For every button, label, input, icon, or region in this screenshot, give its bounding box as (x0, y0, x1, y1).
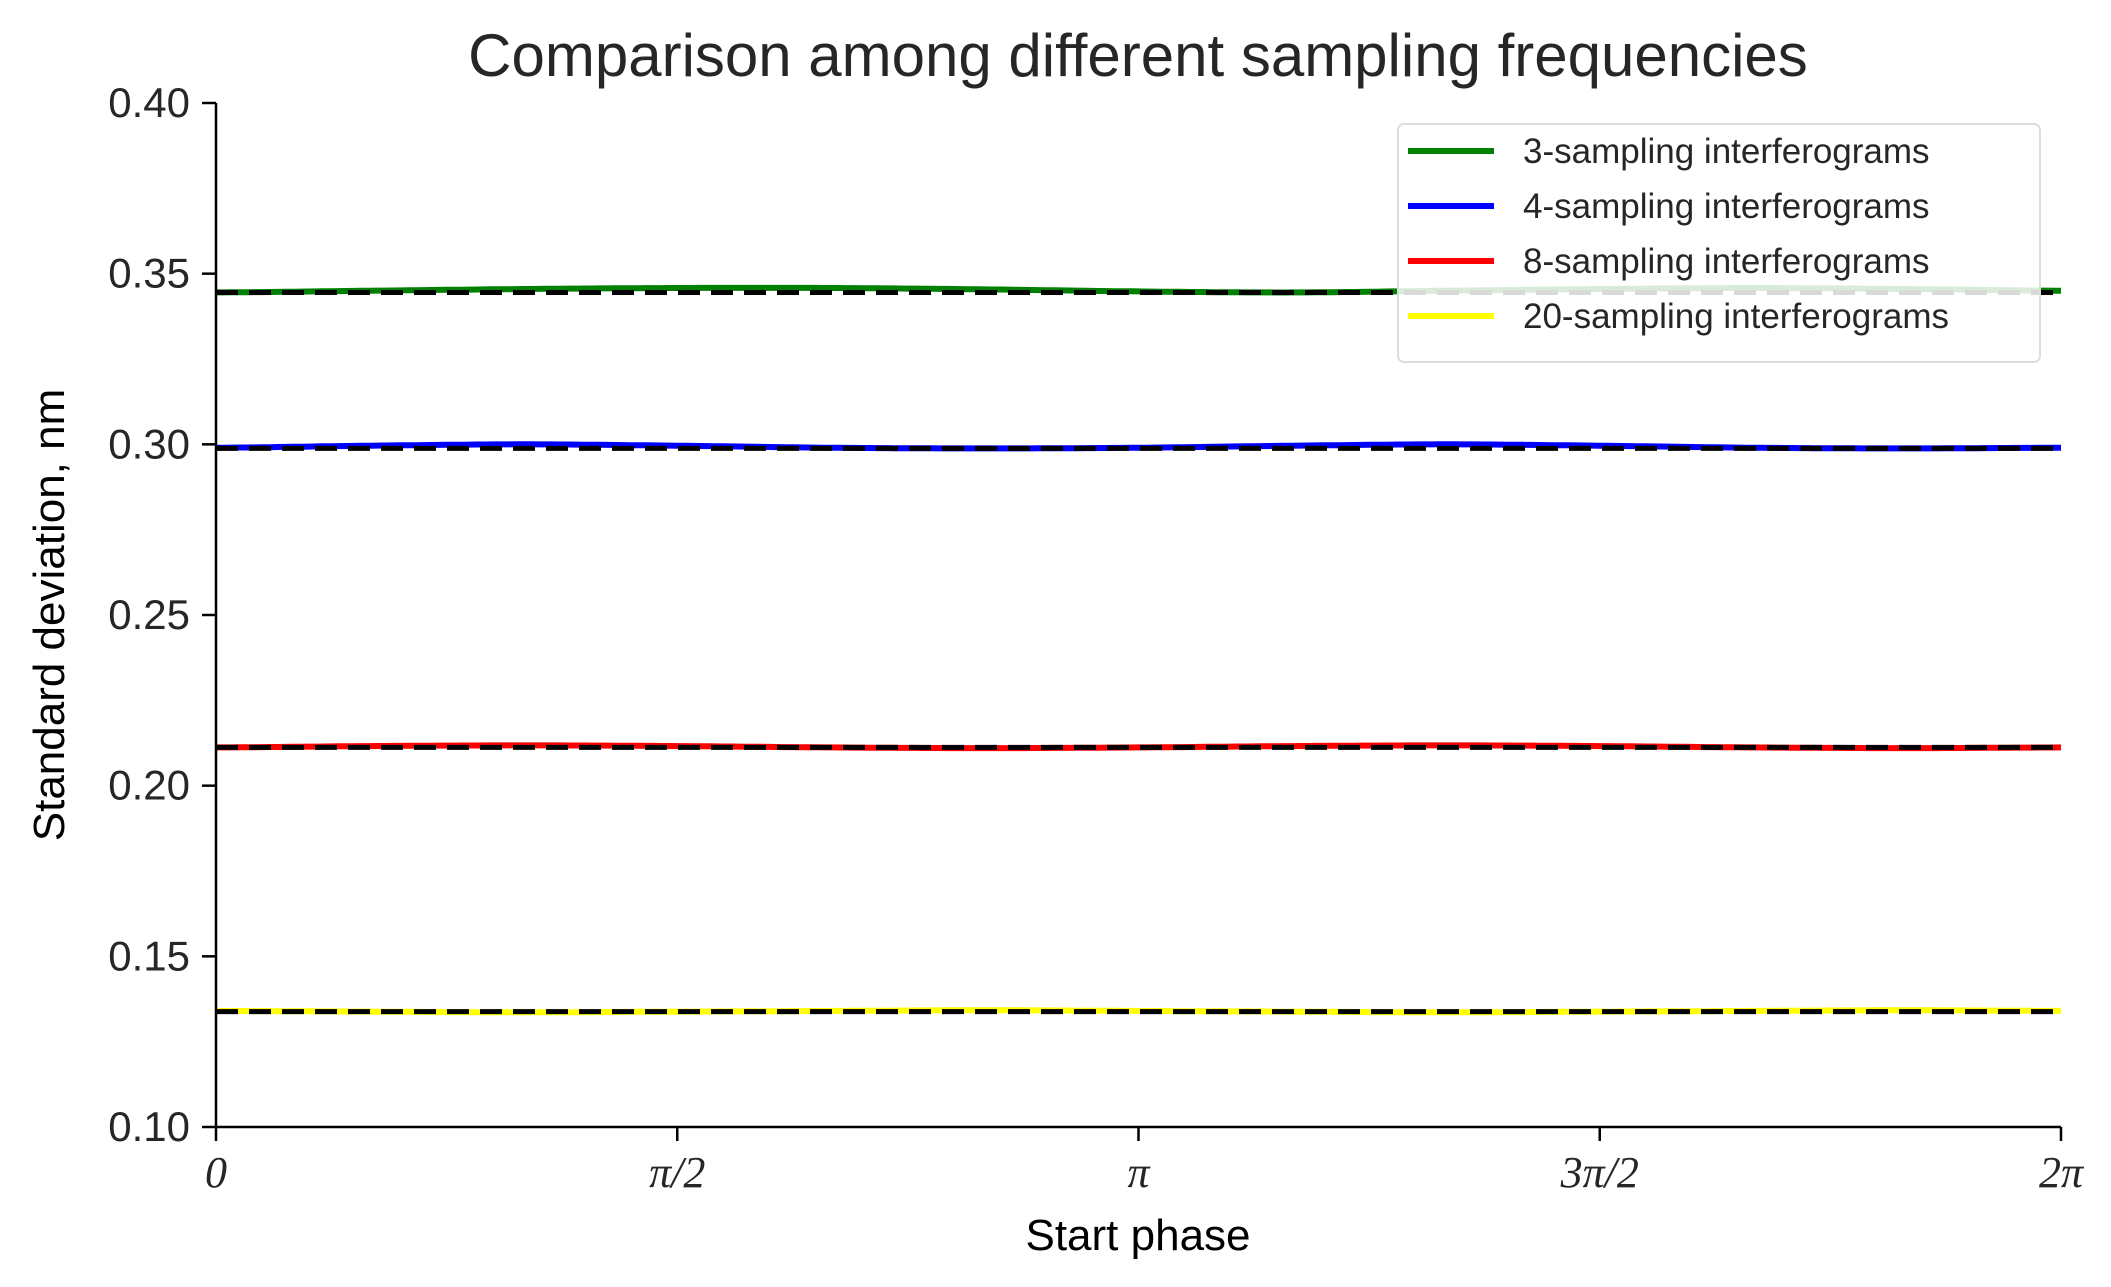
legend-entry: 8-sampling interferograms (1523, 242, 1930, 281)
chart-title: Comparison among different sampling freq… (468, 22, 1808, 89)
legend-entry: 4-sampling interferograms (1523, 187, 1930, 226)
y-tick-label: 0.35 (108, 250, 190, 297)
plot-area (215, 284, 2062, 1016)
legend: 3-sampling interferograms 4-sampling inte… (1397, 123, 2041, 363)
x-tick-label: 3π/2 (1560, 1148, 1639, 1197)
x-tick-label: π/2 (649, 1148, 705, 1197)
x-tick-label: π (1127, 1148, 1151, 1197)
y-tick-label: 0.25 (108, 591, 190, 638)
x-axis-label: Start phase (1025, 1211, 1250, 1260)
y-tick-label: 0.30 (108, 420, 190, 467)
y-ticks: 0.10 0.15 0.20 0.25 0.30 0.35 0.40 (108, 79, 216, 1150)
legend-entry: 20-sampling interferograms (1523, 297, 1949, 336)
y-tick-label: 0.15 (108, 932, 190, 979)
legend-box (1397, 123, 2041, 363)
y-tick-label: 0.10 (108, 1103, 190, 1150)
legend-entry: 3-sampling interferograms (1523, 132, 1930, 171)
y-tick-label: 0.20 (108, 762, 190, 809)
y-tick-label: 0.40 (108, 79, 190, 126)
x-ticks: 0 π/2 π 3π/2 2π (205, 1127, 2085, 1197)
x-tick-label: 0 (205, 1148, 227, 1197)
y-axis-label: Standard deviation, nm (25, 389, 74, 842)
x-tick-label: 2π (2039, 1148, 2085, 1197)
